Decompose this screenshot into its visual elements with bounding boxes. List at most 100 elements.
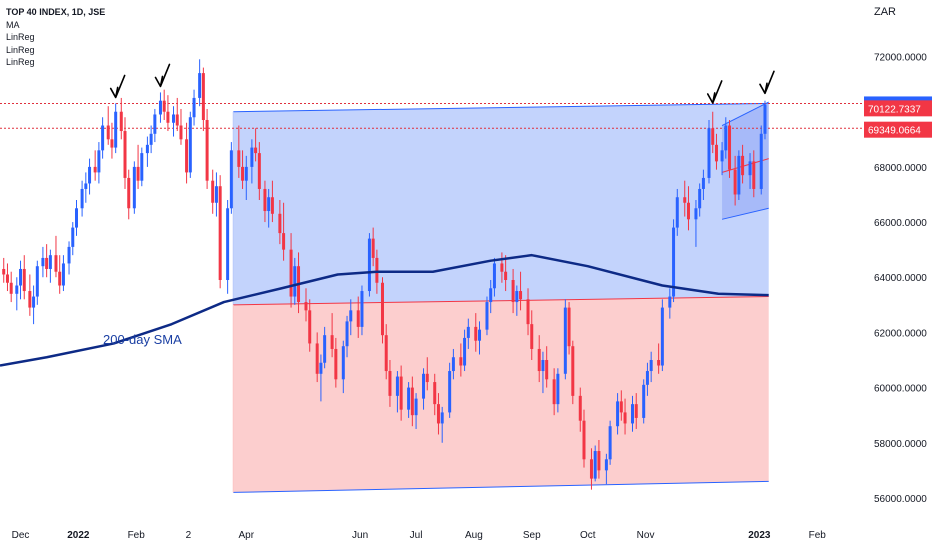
candle-body [32, 296, 36, 308]
candle-body [263, 188, 267, 212]
candle-body [244, 166, 248, 181]
price-tick-label: 66000.0000 [874, 218, 927, 229]
candle-body [257, 153, 261, 189]
candle-body [440, 412, 444, 424]
candle-body [485, 302, 489, 330]
candle-body [541, 360, 545, 372]
candle-body [315, 343, 319, 374]
time-tick-label: Nov [637, 530, 655, 541]
candle-body [93, 166, 97, 173]
candle-body [289, 249, 293, 297]
candle-body [616, 401, 620, 427]
time-tick-label: Apr [239, 530, 255, 541]
candle-body [54, 255, 58, 272]
candle-body [198, 73, 202, 98]
candle-body [519, 291, 523, 300]
candle-body [724, 125, 728, 151]
sma-label: 200-day SMA [103, 332, 182, 347]
candle-body [436, 404, 440, 424]
price-tick-label: 68000.0000 [874, 163, 927, 174]
candle-body [192, 97, 196, 118]
candle-body [375, 257, 379, 283]
legend-item-ma[interactable]: MA [6, 19, 20, 30]
candle-body [589, 459, 593, 479]
candle-body [330, 335, 334, 349]
candle-body [728, 125, 732, 170]
candle-body [657, 360, 661, 366]
candle-body [741, 155, 745, 176]
price-tick-label: 72000.0000 [874, 53, 927, 64]
candle-body [698, 188, 702, 209]
candle-body [45, 257, 49, 269]
time-tick-label: 2 [186, 530, 192, 541]
candle-body [308, 310, 312, 344]
candle-body [545, 360, 549, 380]
candle-body [74, 208, 78, 228]
price-tag-label: 70122.7337 [868, 104, 921, 115]
candle-body [752, 161, 756, 189]
candle-body [360, 291, 364, 327]
candle-body [237, 150, 241, 167]
candle-body [675, 197, 679, 228]
candle-body [537, 348, 541, 372]
candle-body [672, 227, 676, 297]
upper-channel-top [233, 102, 769, 113]
candle-body [250, 147, 254, 167]
candle-body [188, 117, 192, 173]
candle-body [84, 183, 88, 189]
candle-body [763, 104, 767, 134]
candle-body [282, 233, 286, 250]
candle-body [504, 271, 508, 280]
price-tick-label: 56000.0000 [874, 494, 927, 505]
legend-item-linreg[interactable]: LinReg [6, 32, 35, 42]
candle-body [356, 310, 360, 327]
candle-body [571, 346, 575, 396]
price-tick-label: 58000.0000 [874, 439, 927, 450]
candle-body [61, 263, 65, 286]
down-arrow [706, 80, 723, 104]
candle-body [123, 131, 127, 178]
time-tick-label: 2022 [67, 530, 90, 541]
candle-body [552, 379, 556, 405]
legend-title[interactable]: TOP 40 INDEX, 1D, JSE [6, 7, 106, 17]
candle-body [323, 335, 327, 363]
price-tick-label: 62000.0000 [874, 328, 927, 339]
legend-item-linreg[interactable]: LinReg [6, 44, 35, 55]
candle-body [229, 150, 233, 209]
candle-body [110, 139, 114, 148]
candle-body [114, 111, 118, 148]
candle-body [489, 288, 493, 303]
linreg-channels [232, 101, 769, 493]
candle-body [349, 310, 353, 322]
candle-body [759, 133, 763, 189]
candle-body [293, 266, 297, 297]
legend-item-linreg[interactable]: LinReg [6, 57, 35, 67]
candle-body [41, 257, 45, 267]
candle-body [270, 197, 274, 214]
candle-body [634, 404, 638, 418]
candle-body [642, 384, 646, 418]
candle-body [388, 371, 392, 396]
candle-body [88, 166, 92, 184]
candle-body [530, 324, 534, 349]
price-tick-label: 64000.0000 [874, 273, 927, 284]
time-tick-label: Sep [523, 530, 541, 541]
lower-channel-top [233, 296, 769, 306]
candle-body [466, 326, 470, 338]
candle-body [714, 144, 718, 162]
candle-body [162, 100, 166, 112]
candle-body [407, 387, 411, 410]
candle-body [515, 291, 519, 303]
candle-body [492, 263, 496, 289]
candle-body [451, 357, 455, 372]
candle-body [593, 451, 597, 479]
time-tick-label: Oct [580, 530, 596, 541]
candle-body [619, 401, 623, 413]
candle-body [254, 147, 258, 154]
candle-body [563, 307, 567, 374]
candles [2, 59, 767, 490]
small-channel-bottom [721, 207, 769, 220]
candle-body [567, 307, 571, 347]
